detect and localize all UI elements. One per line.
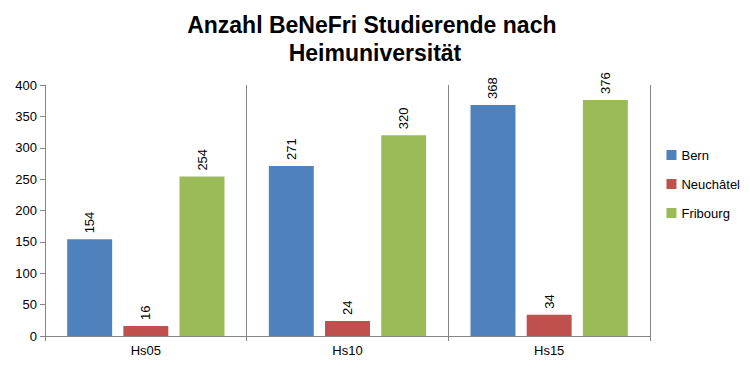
svg-text:376: 376	[598, 72, 613, 94]
svg-text:150: 150	[15, 234, 37, 249]
svg-text:320: 320	[396, 107, 411, 129]
svg-text:16: 16	[138, 305, 153, 319]
svg-text:100: 100	[15, 266, 37, 281]
svg-text:271: 271	[284, 138, 299, 160]
svg-text:Hs05: Hs05	[131, 343, 161, 358]
svg-text:Hs15: Hs15	[534, 343, 564, 358]
svg-text:350: 350	[15, 109, 37, 124]
svg-text:Fribourg: Fribourg	[681, 206, 729, 221]
svg-text:Neuchâtel: Neuchâtel	[681, 177, 740, 192]
svg-text:368: 368	[485, 77, 500, 99]
svg-text:154: 154	[82, 212, 97, 234]
svg-text:0: 0	[30, 329, 37, 344]
svg-text:50: 50	[23, 297, 37, 312]
svg-text:254: 254	[195, 149, 210, 171]
svg-text:300: 300	[15, 140, 37, 155]
svg-text:Heimuniversität: Heimuniversität	[289, 40, 462, 66]
svg-text:Anzahl BeNeFri Studierende nac: Anzahl BeNeFri Studierende nach	[187, 12, 563, 38]
svg-text:200: 200	[15, 203, 37, 218]
svg-text:Hs10: Hs10	[332, 343, 362, 358]
svg-text:24: 24	[340, 300, 355, 314]
svg-text:400: 400	[15, 78, 37, 93]
svg-text:34: 34	[542, 294, 557, 308]
svg-text:250: 250	[15, 172, 37, 187]
svg-text:Bern: Bern	[681, 148, 708, 163]
